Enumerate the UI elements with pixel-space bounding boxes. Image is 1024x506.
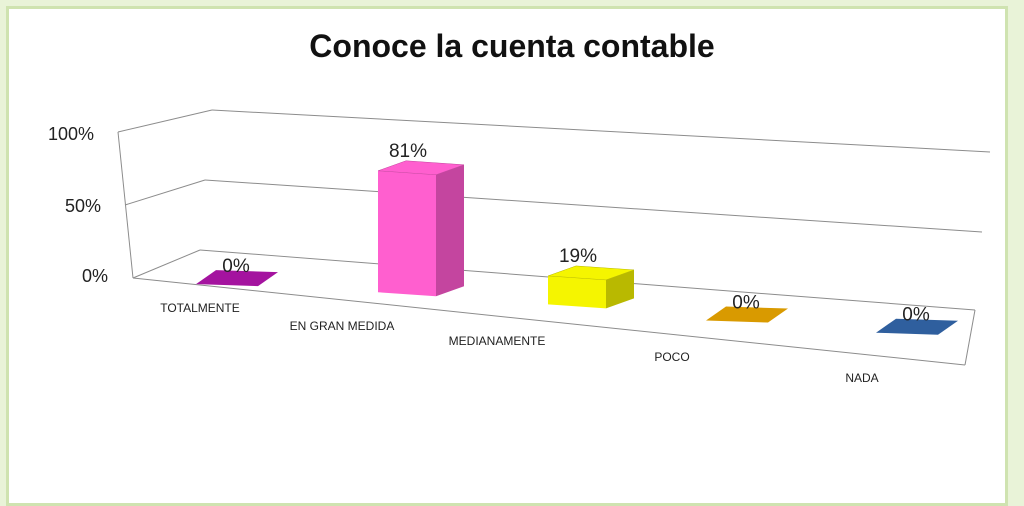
chart-title: Conoce la cuenta contable (309, 28, 715, 64)
y-tick-label: 100% (48, 124, 94, 144)
gridline-left-1 (124, 179, 206, 206)
y-tick-label: 0% (82, 266, 108, 286)
bar-flat-4 (876, 318, 958, 335)
data-label: 0% (732, 293, 760, 314)
chart-frame (6, 6, 1008, 506)
x-tick-label: TOTALMENTE (160, 301, 240, 315)
chart-grid (117, 109, 991, 366)
bar-front-1 (378, 170, 436, 297)
y-tick-label: 50% (65, 196, 101, 216)
x-axis-labels: TOTALMENTE EN GRAN MEDIDA MEDIANAMENTE POCO… (160, 301, 878, 385)
data-label: 19% (559, 246, 597, 267)
floor-front-edge (132, 277, 966, 366)
bar-top-2 (547, 265, 635, 281)
y-axis-ticks: 0% 50% 100% (48, 124, 108, 286)
bar-flat-0 (196, 270, 278, 287)
gridline-left-0 (117, 109, 213, 133)
gridline-back-1 (204, 179, 983, 233)
floor-right-edge (964, 309, 976, 366)
x-tick-label: POCO (654, 350, 689, 364)
data-label: 0% (222, 256, 250, 277)
bar-front-2 (548, 275, 606, 309)
floor-left-edge (132, 249, 201, 279)
bar-side-1 (436, 164, 464, 297)
gridline-back-0 (211, 109, 991, 153)
data-label: 81% (389, 141, 427, 162)
chart-plot: 0% 50% 100% 0% 81% 19% 0% 0% TOTALMENTE EN GRAN… (48, 109, 991, 385)
x-tick-label: EN GRAN MEDIDA (290, 319, 395, 333)
bar-side-2 (606, 269, 634, 309)
bar-flat-3 (706, 306, 788, 323)
bar-top-1 (377, 160, 465, 176)
x-tick-label: MEDIANAMENTE (449, 334, 546, 348)
chart-bars: 0% 81% 19% 0% 0% (196, 141, 958, 335)
data-label: 0% (902, 305, 930, 326)
x-tick-label: NADA (845, 371, 878, 385)
